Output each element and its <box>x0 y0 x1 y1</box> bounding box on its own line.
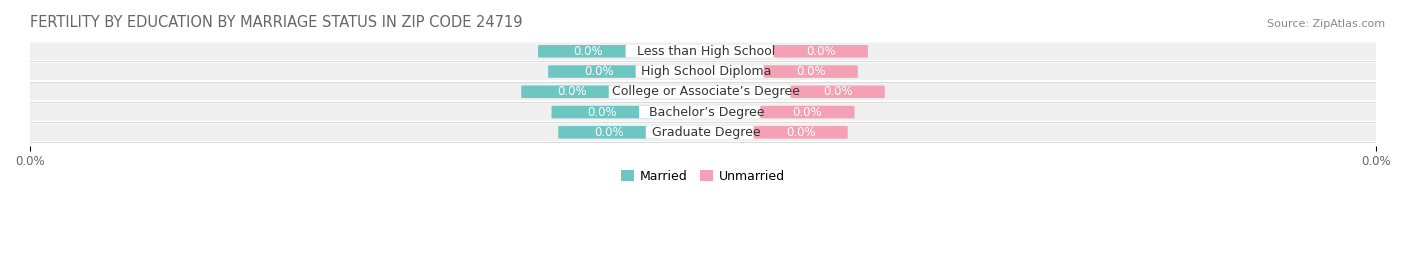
Legend: Married, Unmarried: Married, Unmarried <box>616 165 790 187</box>
Text: High School Diploma: High School Diploma <box>641 65 772 78</box>
Text: Source: ZipAtlas.com: Source: ZipAtlas.com <box>1267 19 1385 29</box>
FancyBboxPatch shape <box>790 86 884 98</box>
FancyBboxPatch shape <box>754 126 848 139</box>
FancyBboxPatch shape <box>0 82 1406 102</box>
FancyBboxPatch shape <box>522 86 623 98</box>
FancyBboxPatch shape <box>636 65 778 78</box>
FancyBboxPatch shape <box>761 106 855 118</box>
Text: Graduate Degree: Graduate Degree <box>652 126 761 139</box>
FancyBboxPatch shape <box>0 122 1406 143</box>
FancyBboxPatch shape <box>538 45 640 58</box>
FancyBboxPatch shape <box>645 126 766 139</box>
Text: Bachelor’s Degree: Bachelor’s Degree <box>648 105 763 119</box>
Text: 0.0%: 0.0% <box>588 105 617 119</box>
Text: 0.0%: 0.0% <box>593 126 624 139</box>
Text: 0.0%: 0.0% <box>786 126 815 139</box>
FancyBboxPatch shape <box>640 106 773 118</box>
Text: 0.0%: 0.0% <box>796 65 825 78</box>
Text: Less than High School: Less than High School <box>637 45 776 58</box>
FancyBboxPatch shape <box>609 86 804 98</box>
FancyBboxPatch shape <box>558 126 659 139</box>
Text: College or Associate’s Degree: College or Associate’s Degree <box>613 85 800 98</box>
FancyBboxPatch shape <box>0 102 1406 122</box>
FancyBboxPatch shape <box>763 65 858 78</box>
Text: 0.0%: 0.0% <box>583 65 613 78</box>
Text: 0.0%: 0.0% <box>823 85 852 98</box>
FancyBboxPatch shape <box>773 45 868 58</box>
Text: 0.0%: 0.0% <box>806 45 835 58</box>
Text: 0.0%: 0.0% <box>557 85 586 98</box>
FancyBboxPatch shape <box>551 106 652 118</box>
Text: FERTILITY BY EDUCATION BY MARRIAGE STATUS IN ZIP CODE 24719: FERTILITY BY EDUCATION BY MARRIAGE STATU… <box>30 15 522 30</box>
FancyBboxPatch shape <box>548 65 650 78</box>
Text: 0.0%: 0.0% <box>574 45 603 58</box>
FancyBboxPatch shape <box>0 41 1406 61</box>
FancyBboxPatch shape <box>626 45 787 58</box>
Text: 0.0%: 0.0% <box>793 105 823 119</box>
FancyBboxPatch shape <box>0 61 1406 82</box>
